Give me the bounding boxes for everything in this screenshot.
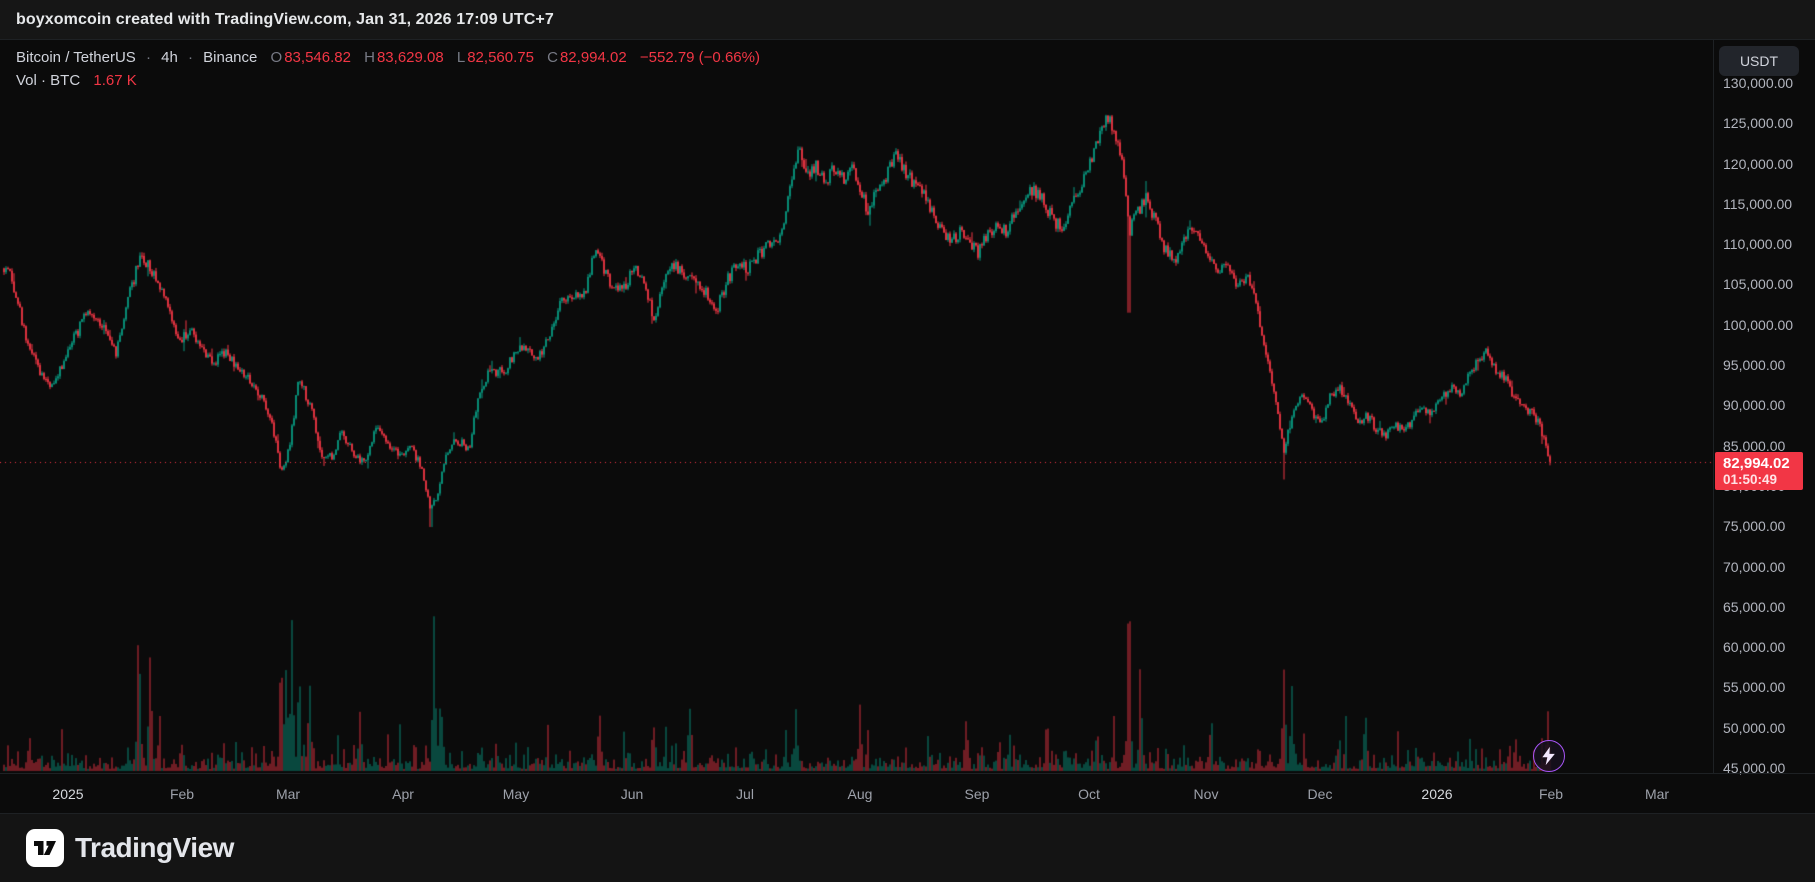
time-axis-tick: Mar bbox=[275, 786, 301, 802]
price-axis-separator bbox=[1713, 40, 1714, 773]
price-axis-tick: 130,000.00 bbox=[1723, 75, 1794, 91]
bar-countdown: 01:50:49 bbox=[1723, 471, 1778, 487]
currency-toggle-button[interactable]: USDT bbox=[1719, 46, 1799, 76]
ohlc-high: H 83,629.08 bbox=[364, 49, 444, 66]
symbol-interval[interactable]: 4h bbox=[161, 49, 178, 66]
time-axis-tick: Jun bbox=[620, 786, 644, 802]
legend-volume-row: Vol · BTC 1.67 K bbox=[16, 69, 760, 92]
price-axis-tick: 105,000.00 bbox=[1723, 276, 1794, 293]
price-axis-tick: 65,000.00 bbox=[1723, 598, 1786, 615]
symbol-exchange[interactable]: Binance bbox=[203, 49, 258, 66]
last-price-value: 82,994.02 bbox=[1723, 454, 1790, 472]
symbol-name[interactable]: Bitcoin / TetherUS bbox=[16, 49, 136, 66]
tradingview-logo-text: TradingView bbox=[75, 832, 234, 863]
price-axis-tick: 70,000.00 bbox=[1723, 558, 1786, 575]
legend-symbol-row: Bitcoin / TetherUS · 4h · Binance O 83,54… bbox=[16, 46, 760, 69]
chart-area: Bitcoin / TetherUS · 4h · Binance O 83,54… bbox=[0, 40, 1815, 813]
lightning-icon bbox=[1542, 746, 1555, 766]
time-axis-tick: Nov bbox=[1193, 786, 1219, 802]
time-axis-tick: 2025 bbox=[52, 786, 84, 802]
price-axis[interactable]: 130,000.00 125,000.00 120,000.00 115,000.00… bbox=[1714, 40, 1815, 776]
time-axis-tick: Feb bbox=[169, 786, 195, 802]
volume-label[interactable]: Vol · BTC bbox=[16, 72, 81, 89]
time-axis-tick: Oct bbox=[1078, 786, 1100, 802]
price-axis-tick: 90,000.00 bbox=[1723, 397, 1786, 414]
time-axis-tick: May bbox=[502, 786, 530, 802]
attribution-text: boyxomcoin created with TradingView.com,… bbox=[16, 10, 554, 28]
footer-bar: TradingView bbox=[0, 813, 1815, 882]
time-axis-tick: Aug bbox=[847, 786, 873, 802]
price-axis-tick: 125,000.00 bbox=[1723, 115, 1794, 132]
price-axis-tick: 100,000.00 bbox=[1723, 316, 1794, 333]
ohlc-low: L 82,560.75 bbox=[456, 49, 534, 66]
price-change: −552.79 (−0.66%) bbox=[639, 49, 760, 66]
price-axis-tick: 75,000.00 bbox=[1723, 518, 1786, 535]
price-axis-tick: 95,000.00 bbox=[1723, 357, 1786, 374]
attribution-bar: boyxomcoin created with TradingView.com,… bbox=[0, 0, 1815, 40]
time-axis-tick: Jul bbox=[736, 786, 754, 802]
time-axis-tick: Dec bbox=[1307, 786, 1333, 802]
volume-value: 1.67 K bbox=[93, 72, 137, 89]
price-axis-tick: 110,000.00 bbox=[1723, 236, 1793, 253]
price-axis-tick: 45,000.00 bbox=[1723, 760, 1786, 776]
price-axis-tick: 55,000.00 bbox=[1723, 679, 1786, 696]
time-axis-tick: Apr bbox=[392, 786, 414, 802]
time-axis[interactable]: 2025 Feb Mar Apr May Jun Jul Aug Sep Oct Nov Dec 202… bbox=[0, 773, 1815, 813]
price-axis-tick: 60,000.00 bbox=[1723, 639, 1786, 656]
chart-legend: Bitcoin / TetherUS · 4h · Binance O 83,54… bbox=[16, 46, 760, 92]
price-axis-tick: 85,000.00 bbox=[1723, 437, 1786, 454]
legend-separator: · bbox=[187, 49, 193, 66]
ohlc-open: O 83,546.82 bbox=[270, 49, 351, 66]
price-axis-tick: 50,000.00 bbox=[1723, 719, 1786, 736]
ohlc-close: C 82,994.02 bbox=[547, 49, 627, 66]
price-axis-tick: 115,000.00 bbox=[1723, 195, 1793, 212]
tradingview-logo[interactable]: TradingView bbox=[26, 829, 234, 867]
price-axis-tick: 120,000.00 bbox=[1723, 155, 1794, 172]
quick-trade-lightning-button[interactable] bbox=[1533, 740, 1565, 772]
last-price-label: 82,994.02 01:50:49 bbox=[1715, 451, 1803, 490]
legend-separator: · bbox=[145, 49, 151, 66]
tradingview-logo-icon bbox=[26, 829, 64, 867]
time-axis-tick: Feb bbox=[1538, 786, 1564, 802]
candlestick-chart-canvas[interactable] bbox=[0, 40, 1713, 773]
time-axis-tick: Mar bbox=[1644, 786, 1670, 802]
time-axis-tick: Sep bbox=[964, 786, 990, 802]
time-axis-tick: 2026 bbox=[1421, 786, 1453, 802]
